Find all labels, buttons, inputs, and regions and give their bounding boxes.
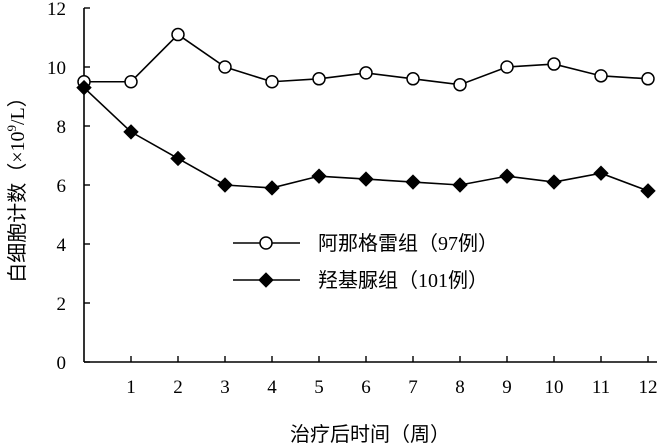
y-tick-label: 10 [47,58,66,79]
y-tick-label: 0 [57,353,67,374]
legend: 阿那格雷组（97例） 羟基脲组（101例） [233,232,498,292]
x-tick-label: 8 [455,377,465,398]
data-point [358,171,374,187]
x-tick-label: 1 [126,377,136,398]
data-point [406,72,420,86]
legend-marker [258,272,274,288]
x-tick-label: 9 [502,377,512,398]
legend-label: 阿那格雷组（97例） [318,232,498,255]
x-tick-label: 6 [361,377,371,398]
data-point [452,177,468,193]
data-point [312,72,326,86]
data-point [218,60,232,74]
data-point [405,174,421,190]
data-point [546,174,562,190]
x-tick-label: 12 [639,377,658,398]
series-layer [76,27,656,199]
x-tick-label: 2 [173,377,183,398]
legend-label: 羟基脲组（101例） [318,269,488,292]
data-point [217,177,233,193]
y-tick-label: 6 [57,176,67,197]
data-point [265,75,279,89]
data-point [311,168,327,184]
legend-item: 阿那格雷组（97例） [233,232,498,255]
data-point [170,150,186,167]
data-point [640,183,656,199]
data-point [124,75,138,89]
x-tick-label: 5 [314,377,324,398]
legend-marker [259,236,273,250]
y-axis-title: 白细胞计数（×109/L） [4,87,29,283]
x-tick-label: 7 [408,377,418,398]
x-tick-label: 11 [592,377,610,398]
series-1 [76,79,656,199]
data-point [359,66,373,80]
data-point [171,27,185,42]
y-tick-label: 4 [57,235,67,256]
data-point [500,60,514,74]
y-tick-label: 12 [47,0,66,20]
y-tick-label: 2 [57,294,67,315]
x-axis-title: 治疗后时间（周） [290,423,450,446]
data-point [499,168,515,184]
y-tick-label: 8 [57,117,67,138]
data-point [547,57,561,71]
data-point [264,180,280,196]
x-tick-label: 10 [545,377,564,398]
data-point [593,165,609,181]
legend-item: 羟基脲组（101例） [233,269,488,292]
x-tick-label: 3 [220,377,230,398]
series-0 [77,27,655,92]
data-point [123,124,139,140]
data-point [641,72,655,86]
data-point [453,77,467,92]
data-point [594,69,608,83]
data-point [76,79,92,96]
x-tick-label: 4 [267,377,277,398]
